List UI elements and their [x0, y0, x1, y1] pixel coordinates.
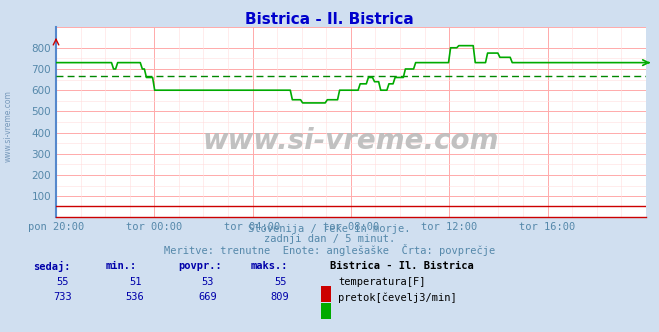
Text: 55: 55 [274, 277, 286, 287]
Text: Bistrica - Il. Bistrica: Bistrica - Il. Bistrica [330, 261, 473, 271]
Text: povpr.:: povpr.: [178, 261, 221, 271]
Text: sedaj:: sedaj: [33, 261, 71, 272]
Text: 55: 55 [57, 277, 69, 287]
Text: Bistrica - Il. Bistrica: Bistrica - Il. Bistrica [245, 12, 414, 27]
Text: pretok[čevelj3/min]: pretok[čevelj3/min] [338, 292, 457, 303]
Text: maks.:: maks.: [250, 261, 288, 271]
Text: 669: 669 [198, 292, 217, 302]
Text: Meritve: trenutne  Enote: anglešaške  Črta: povprečje: Meritve: trenutne Enote: anglešaške Črta… [164, 244, 495, 256]
Text: 53: 53 [202, 277, 214, 287]
Text: 51: 51 [129, 277, 141, 287]
Text: www.si-vreme.com: www.si-vreme.com [203, 127, 499, 155]
Text: temperatura[F]: temperatura[F] [338, 277, 426, 287]
Text: min.:: min.: [105, 261, 136, 271]
Text: www.si-vreme.com: www.si-vreme.com [3, 90, 13, 162]
Text: 809: 809 [271, 292, 289, 302]
Text: 536: 536 [126, 292, 144, 302]
Text: zadnji dan / 5 minut.: zadnji dan / 5 minut. [264, 234, 395, 244]
Text: 733: 733 [53, 292, 72, 302]
Text: Slovenija / reke in morje.: Slovenija / reke in morje. [248, 224, 411, 234]
